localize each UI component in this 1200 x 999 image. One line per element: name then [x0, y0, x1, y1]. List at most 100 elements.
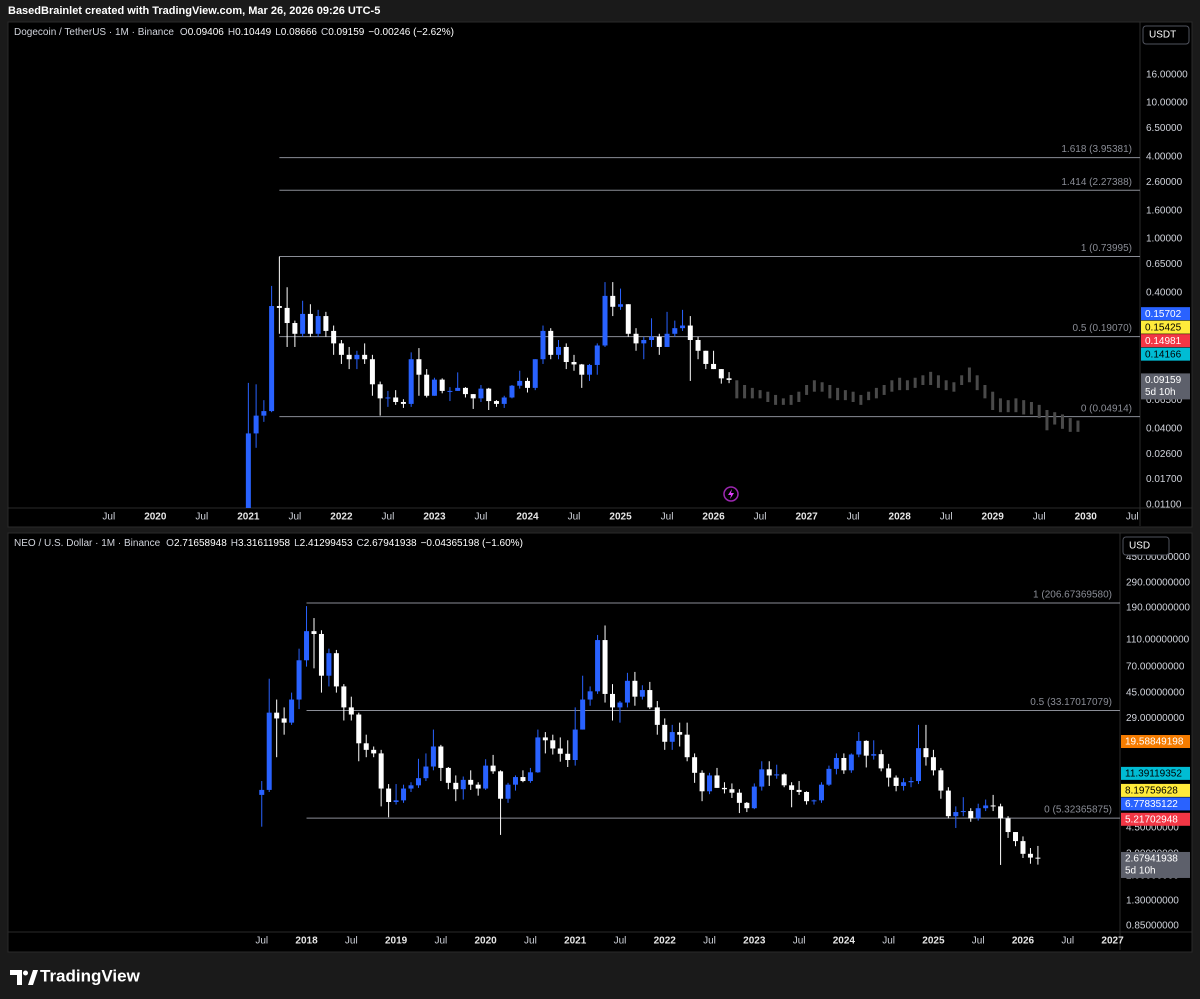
x-tick-label: Jul: [524, 936, 537, 947]
candle-body: [826, 768, 832, 785]
candle-body: [548, 330, 554, 355]
currency: USD: [1129, 541, 1150, 552]
y-tick-label: 0.40000: [1146, 288, 1183, 299]
candle-body: [587, 364, 593, 375]
price-tag-label: 5.21702948: [1125, 814, 1178, 825]
candle-body: [555, 346, 561, 355]
candle-body: [261, 411, 267, 416]
candle-body: [386, 788, 392, 803]
candle-body: [692, 757, 698, 773]
candle-body: [369, 359, 375, 385]
candle-body: [856, 740, 862, 755]
x-tick-label: 2020: [475, 936, 498, 947]
candle-body: [804, 791, 810, 802]
y-tick-label: 2.60000: [1146, 177, 1183, 188]
x-tick-label: Jul: [661, 512, 674, 523]
x-tick-label: Jul: [568, 512, 581, 523]
price-tag: [1121, 797, 1190, 811]
candle-body: [703, 350, 709, 364]
candle-body: [938, 770, 944, 791]
legend-key: L: [275, 27, 281, 38]
candle-body: [527, 772, 533, 782]
alert-icon: [723, 486, 739, 502]
candle-body: [377, 384, 383, 399]
candle-body: [509, 385, 515, 398]
price-tag: [1121, 735, 1190, 749]
y-tick-label: 1.60000: [1146, 206, 1183, 217]
pane: [7, 21, 1193, 528]
candle-body: [1020, 841, 1026, 854]
candle-body: [416, 359, 422, 375]
price-tag: [1141, 347, 1190, 361]
candle-body: [245, 433, 251, 508]
price-tag: [1121, 812, 1190, 826]
x-tick-label: Jul: [255, 936, 268, 947]
x-tick-label: 2022: [330, 512, 353, 523]
currency-box: [1122, 536, 1170, 556]
candle-body: [323, 316, 329, 331]
candle-body: [617, 702, 623, 708]
x-tick-label: Jul: [703, 936, 716, 947]
legend-value: 3.31611958: [238, 538, 291, 549]
candle-body: [346, 354, 352, 360]
candle-body: [517, 380, 523, 386]
candle-body: [455, 387, 461, 391]
candle-body: [266, 712, 272, 790]
currency-box: [1142, 25, 1190, 45]
candle-body: [338, 343, 344, 355]
y-tick-label: 0.01700: [1146, 474, 1183, 485]
candle-body: [269, 306, 275, 412]
candle-body: [990, 805, 996, 807]
candle-body: [811, 800, 817, 802]
candle-body: [595, 640, 601, 692]
legend-change: −0.04365198 (−1.60%): [421, 538, 523, 549]
x-tick-label: Jul: [434, 936, 447, 947]
x-tick-label: 2025: [922, 936, 945, 947]
y-tick-label: 1.00000: [1146, 233, 1183, 244]
candle-body: [512, 777, 518, 785]
candle-body: [915, 748, 921, 782]
x-tick-label: 2019: [385, 936, 408, 947]
x-tick-label: Jul: [793, 936, 806, 947]
y-tick-label: 0.01100: [1146, 500, 1182, 511]
legend-key: O: [166, 538, 174, 549]
candle-body: [289, 699, 295, 723]
candle-body: [447, 390, 453, 392]
legend-key: H: [228, 27, 235, 38]
price-tag: [1121, 766, 1190, 780]
candle-body: [431, 379, 437, 396]
candle-body: [532, 359, 538, 388]
candle-body: [625, 304, 631, 334]
x-tick-label: 2024: [516, 512, 539, 523]
y-tick-label: 0.06500: [1146, 395, 1183, 406]
candle-body: [1005, 818, 1011, 833]
candle-body: [1013, 832, 1019, 842]
y-tick-label: 6.50000: [1146, 123, 1183, 134]
y-tick-label: 16.00000: [1146, 70, 1188, 81]
candle-body: [871, 754, 877, 756]
candle-body: [524, 380, 530, 388]
x-tick-label: 2026: [1012, 936, 1035, 947]
candle-body: [641, 340, 647, 344]
legend-key: C: [357, 538, 364, 549]
x-tick-label: 2023: [423, 512, 446, 523]
candle-body: [300, 313, 306, 334]
candle-body: [618, 304, 624, 307]
caption: BasedBrainlet created with TradingView.c…: [8, 5, 380, 17]
x-tick-label: 2024: [833, 936, 856, 947]
y-tick-label: 290.00000000: [1126, 578, 1190, 589]
x-tick-label: 2021: [237, 512, 260, 523]
candle-body: [649, 336, 655, 341]
y-tick-label: 4.00000: [1146, 152, 1183, 163]
x-tick-label: 2022: [654, 936, 677, 947]
x-tick-label: 2027: [1101, 936, 1124, 947]
candle-body: [281, 718, 287, 723]
x-tick-label: Jul: [754, 512, 767, 523]
candle-body: [486, 388, 492, 402]
candle-body: [789, 785, 795, 790]
last-price: 0.09159: [1145, 375, 1182, 386]
candle-body: [393, 800, 399, 803]
candle-body: [505, 784, 511, 799]
candle-body: [848, 754, 854, 771]
